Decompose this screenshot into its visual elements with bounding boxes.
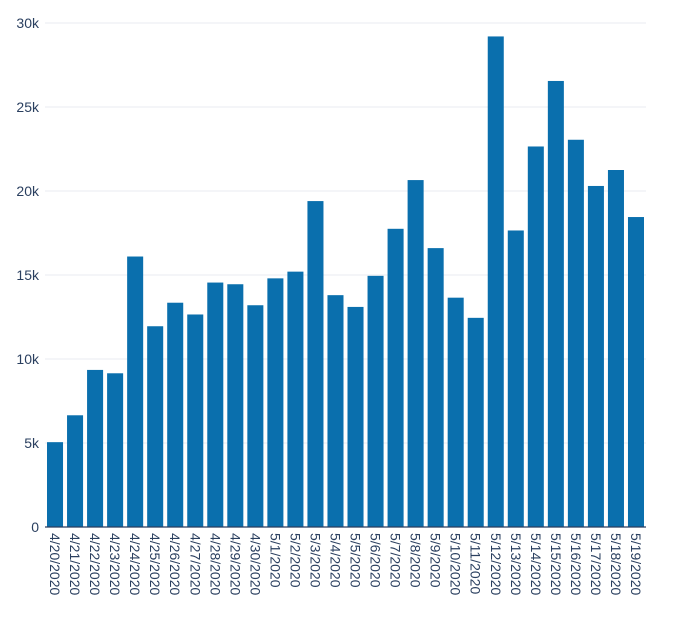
x-tick-label: 4/27/2020 bbox=[187, 533, 203, 595]
bar bbox=[407, 180, 424, 527]
x-tick-label: 5/11/2020 bbox=[468, 533, 484, 594]
bar bbox=[87, 369, 104, 527]
bar bbox=[607, 170, 624, 527]
bar bbox=[367, 275, 384, 527]
x-tick-label: 5/19/2020 bbox=[628, 533, 644, 595]
bar bbox=[507, 230, 524, 528]
bar bbox=[627, 217, 644, 528]
bar bbox=[107, 373, 124, 527]
x-tick-label: 5/14/2020 bbox=[528, 533, 544, 595]
bar bbox=[207, 282, 224, 527]
bar bbox=[447, 297, 464, 527]
x-tick-label: 4/29/2020 bbox=[227, 533, 243, 595]
bar bbox=[167, 302, 184, 527]
bar bbox=[387, 228, 404, 528]
x-tick-label: 5/8/2020 bbox=[408, 533, 424, 588]
bar bbox=[187, 314, 204, 527]
x-axis: 4/20/2020 4/21/2020 4/22/2020 4/23/2020 4/24… bbox=[45, 526, 646, 595]
y-tick-label: 0 bbox=[31, 519, 39, 535]
y-tick-label: 15k bbox=[16, 267, 40, 283]
x-tick-label: 5/7/2020 bbox=[388, 533, 404, 588]
bar bbox=[487, 36, 504, 527]
bar bbox=[267, 278, 284, 527]
bar bbox=[587, 185, 604, 527]
y-axis: 0 5k 10k 15k 20k 25k 30k bbox=[16, 15, 40, 535]
x-tick-label: 5/2/2020 bbox=[287, 533, 303, 588]
x-tick-label: 5/15/2020 bbox=[548, 533, 564, 595]
bar bbox=[67, 415, 84, 527]
bar bbox=[347, 306, 364, 527]
x-tick-label: 5/18/2020 bbox=[608, 533, 624, 595]
x-tick-label: 5/4/2020 bbox=[327, 533, 343, 588]
x-tick-label: 5/12/2020 bbox=[488, 533, 504, 595]
bar bbox=[247, 305, 264, 527]
bar bbox=[567, 139, 584, 527]
x-tick-label: 5/13/2020 bbox=[508, 533, 524, 595]
x-tick-label: 5/5/2020 bbox=[348, 533, 364, 588]
x-tick-label: 4/26/2020 bbox=[167, 533, 183, 595]
bar bbox=[227, 284, 244, 527]
y-tick-label: 25k bbox=[16, 99, 40, 115]
x-tick-label: 5/6/2020 bbox=[368, 533, 384, 588]
x-tick-label: 4/25/2020 bbox=[147, 533, 163, 595]
x-tick-label: 4/30/2020 bbox=[247, 533, 263, 595]
x-tick-label: 4/28/2020 bbox=[207, 533, 223, 595]
x-tick-label: 4/21/2020 bbox=[67, 533, 83, 595]
grid-layer bbox=[45, 22, 646, 444]
bar bbox=[547, 80, 564, 528]
bar bbox=[127, 256, 144, 527]
y-tick-label: 20k bbox=[16, 183, 40, 199]
bar bbox=[467, 317, 484, 527]
x-tick-label: 5/10/2020 bbox=[448, 533, 464, 595]
bar bbox=[527, 146, 544, 528]
x-tick-label: 5/3/2020 bbox=[307, 533, 323, 588]
x-tick-label: 4/22/2020 bbox=[87, 533, 103, 595]
bar bbox=[147, 326, 164, 527]
x-tick-label: 4/20/2020 bbox=[47, 533, 63, 595]
x-tick-label: 4/23/2020 bbox=[107, 533, 123, 595]
bar bbox=[47, 442, 64, 527]
bar bbox=[307, 201, 324, 527]
x-tick-label: 5/9/2020 bbox=[428, 533, 444, 588]
x-tick-label: 5/17/2020 bbox=[588, 533, 604, 595]
y-tick-label: 10k bbox=[16, 351, 40, 367]
x-tick-label: 5/1/2020 bbox=[267, 533, 283, 588]
x-tick-label: 4/24/2020 bbox=[127, 533, 143, 595]
bar bbox=[427, 248, 444, 527]
y-tick-label: 5k bbox=[24, 435, 40, 451]
bars-layer bbox=[47, 36, 644, 528]
bar bbox=[327, 295, 344, 527]
x-tick-label: 5/16/2020 bbox=[568, 533, 584, 595]
y-tick-label: 30k bbox=[16, 15, 40, 31]
bar bbox=[287, 271, 304, 527]
